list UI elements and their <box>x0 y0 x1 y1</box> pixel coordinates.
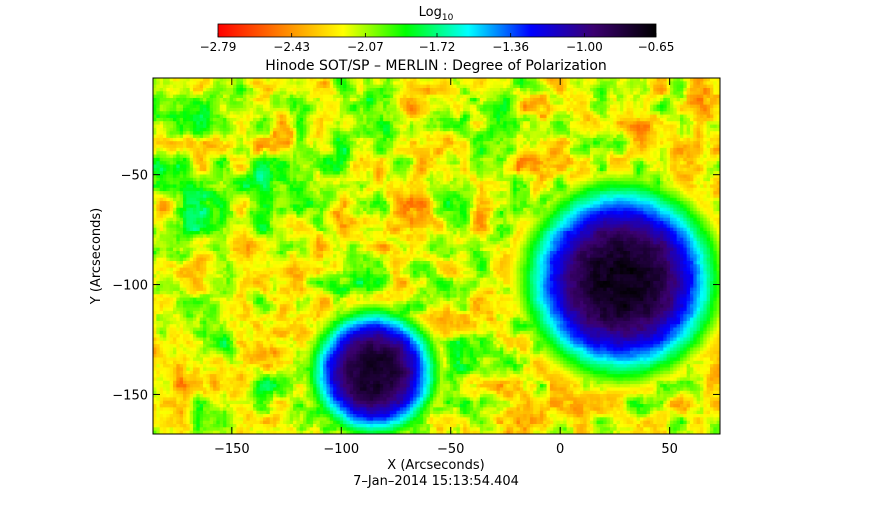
colorbar: Log10 −2.79 −2.43 −2.07 −1.72 −1.36 −1.00 −0.6… <box>200 5 675 54</box>
colorbar-tick-label: −1.72 <box>419 40 456 54</box>
colorbar-tick-label: −2.79 <box>200 40 237 54</box>
colorbar-tick-label: −0.65 <box>638 40 675 54</box>
colorbar-title: Log10 <box>419 5 454 23</box>
chart-title: Hinode SOT/SP – MERLIN : Degree of Polar… <box>265 58 607 74</box>
colorbar-tick-label: −1.00 <box>566 40 603 54</box>
heatmap-cells <box>153 78 721 435</box>
colorbar-tick-label: −2.07 <box>347 40 384 54</box>
plot-area <box>153 78 721 435</box>
colorbar-tick-label: −1.36 <box>492 40 529 54</box>
colorbar-tick-label: −2.43 <box>273 40 310 54</box>
